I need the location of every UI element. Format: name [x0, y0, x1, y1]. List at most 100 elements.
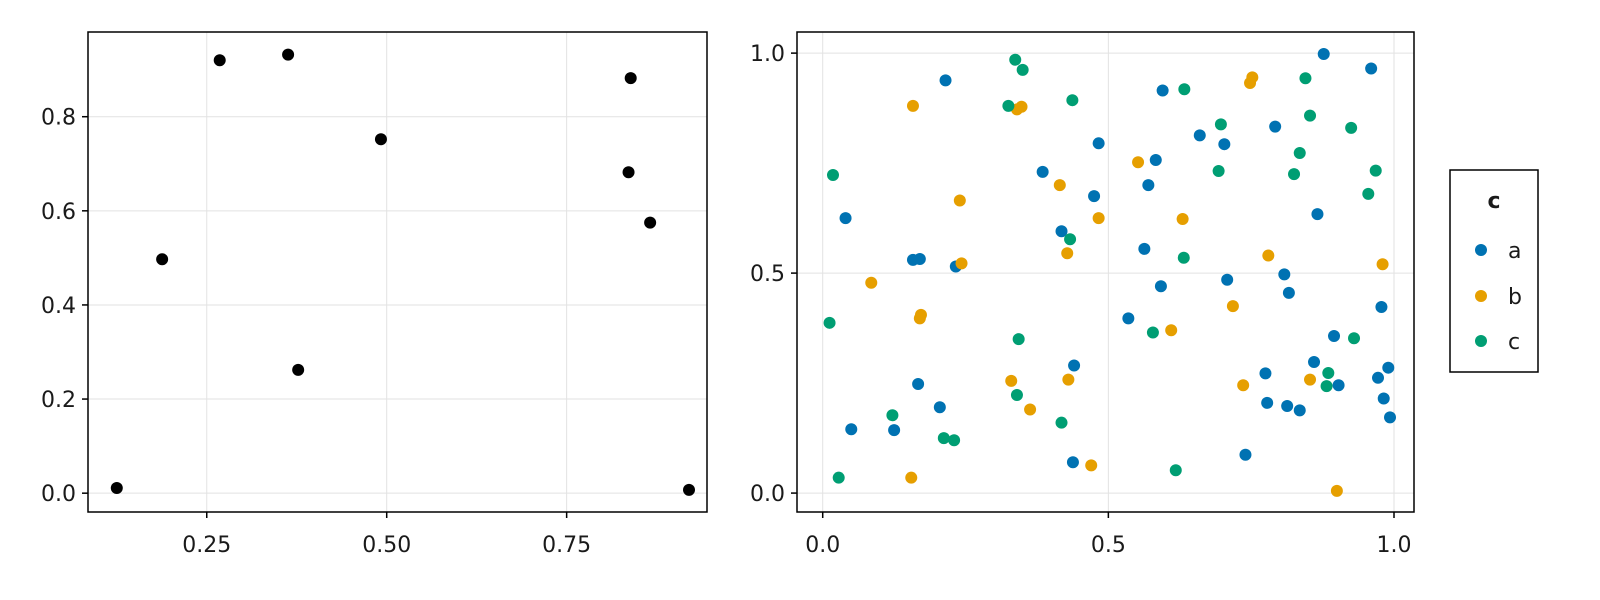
scatter-point-b: [1092, 212, 1105, 225]
scatter-point-a: [1036, 165, 1049, 178]
scatter-point-b: [1226, 300, 1239, 313]
scatter-point-a: [1328, 330, 1341, 343]
scatter-point-a: [1375, 300, 1388, 313]
legend-title: c: [1487, 189, 1500, 214]
scatter-point-a: [1365, 62, 1378, 75]
left-scatter-panel: 0.25 0.50 0.75 0.0 0.2 0.4 0.6 0.8: [41, 31, 708, 558]
scatter-point-c: [1362, 187, 1375, 200]
scatter-point-a: [1156, 84, 1169, 97]
legend-label-c: c: [1508, 330, 1520, 355]
scatter-point-a: [1055, 225, 1068, 238]
x-tick-label: 1.0: [1377, 533, 1412, 558]
scatter-point-a: [1088, 190, 1101, 203]
scatter-point-a: [888, 424, 901, 437]
scatter-point-b: [914, 308, 927, 321]
scatter-point-a: [1269, 120, 1282, 133]
scatter-point-c: [1304, 109, 1317, 122]
scatter-point-b: [1061, 247, 1074, 260]
scatter-point-c: [1345, 121, 1358, 134]
x-tick-label: 0.50: [362, 533, 411, 558]
scatter-point-b: [1053, 179, 1066, 192]
scatter-point-c: [1288, 168, 1301, 181]
scatter-point-c: [823, 316, 836, 329]
scatter-point-b: [953, 194, 966, 207]
scatter-point-a: [1377, 392, 1390, 405]
scatter-point-a: [1372, 371, 1385, 384]
scatter-point-c: [1146, 326, 1159, 339]
scatter-point-a: [1308, 355, 1321, 368]
scatter-point-a: [1239, 448, 1252, 461]
scatter-point-c: [1214, 118, 1227, 131]
y-tick-label: 0.4: [41, 294, 76, 319]
scatter-point-a: [1281, 399, 1294, 412]
legend-label-a: a: [1508, 239, 1521, 264]
scatter-point-b: [1176, 212, 1189, 225]
scatter-point-a: [1278, 268, 1291, 281]
scatter-point-a: [1261, 396, 1274, 409]
scatter-point-c: [1369, 164, 1382, 177]
y-tick-label: 0.8: [41, 106, 76, 131]
scatter-point-b: [906, 99, 919, 112]
scatter-point-b: [1165, 324, 1178, 337]
scatter-point: [374, 133, 387, 146]
scatter-point-b: [1005, 374, 1018, 387]
scatter-point-a: [913, 253, 926, 266]
y-tick-label: 1.0: [750, 42, 785, 67]
scatter-point-a: [1193, 129, 1206, 142]
scatter-point-b: [1304, 373, 1317, 386]
y-tick-label: 0.2: [41, 388, 76, 413]
scatter-point-a: [1218, 138, 1231, 151]
scatter-point-b: [1024, 403, 1037, 416]
scatter-point-a: [1382, 361, 1395, 374]
scatter-point: [282, 48, 295, 61]
scatter-point: [292, 363, 305, 376]
scatter-point-b: [865, 276, 878, 289]
scatter-point: [110, 482, 123, 494]
scatter-point-a: [1317, 47, 1330, 60]
y-tick-label: 0.5: [750, 262, 785, 287]
scatter-point-a: [839, 212, 852, 225]
scatter-point-b: [1132, 156, 1145, 169]
scatter-point-a: [1259, 367, 1272, 380]
scatter-point-c: [1169, 464, 1182, 477]
scatter-point-a: [845, 423, 858, 436]
x-tick-label: 0.25: [182, 533, 231, 558]
scatter-point-c: [1177, 251, 1190, 264]
plot-frame: [796, 31, 1415, 513]
y-tick-label: 0.0: [41, 482, 76, 507]
scatter-point-a: [1122, 312, 1135, 325]
legend: c a b c: [1449, 169, 1539, 373]
x-tick-label: 0.5: [1091, 533, 1126, 558]
scatter-point: [213, 54, 226, 67]
scatter-point: [624, 72, 637, 85]
scatter-point-c: [832, 471, 845, 484]
legend-marker-b: [1475, 290, 1487, 302]
legend-marker-a: [1475, 244, 1487, 256]
scatter-point-c: [1010, 388, 1023, 401]
scatter-point-c: [1016, 63, 1029, 76]
scatter-point-a: [1066, 456, 1079, 469]
scatter-point-c: [1002, 99, 1015, 112]
right-scatter-panel: 0.0 0.5 1.0 0.0 0.5 1.0: [750, 31, 1415, 558]
scatter-point-a: [1332, 379, 1345, 392]
scatter-point-a: [939, 74, 952, 87]
scatter-point-a: [912, 377, 925, 390]
scatter-point-a: [1149, 154, 1162, 167]
scatter-point-c: [948, 434, 961, 447]
scatter-point-a: [1154, 280, 1167, 293]
y-tick-label: 0.0: [750, 482, 785, 507]
scatter-point-c: [1212, 165, 1225, 178]
scatter-point-a: [1068, 359, 1081, 372]
scatter-point-c: [1066, 94, 1079, 107]
x-tick-label: 0.0: [805, 533, 840, 558]
scatter-point-b: [1376, 258, 1389, 271]
scatter-point-b: [1246, 71, 1259, 84]
scatter-point-c: [1348, 332, 1361, 345]
scatter-point-c: [826, 168, 839, 181]
scatter-point-b: [1237, 379, 1250, 392]
scatter-point-a: [1092, 137, 1105, 150]
scatter-point-a: [933, 401, 946, 414]
scatter-point-c: [1012, 333, 1025, 346]
scatter-point-c: [1178, 83, 1191, 96]
